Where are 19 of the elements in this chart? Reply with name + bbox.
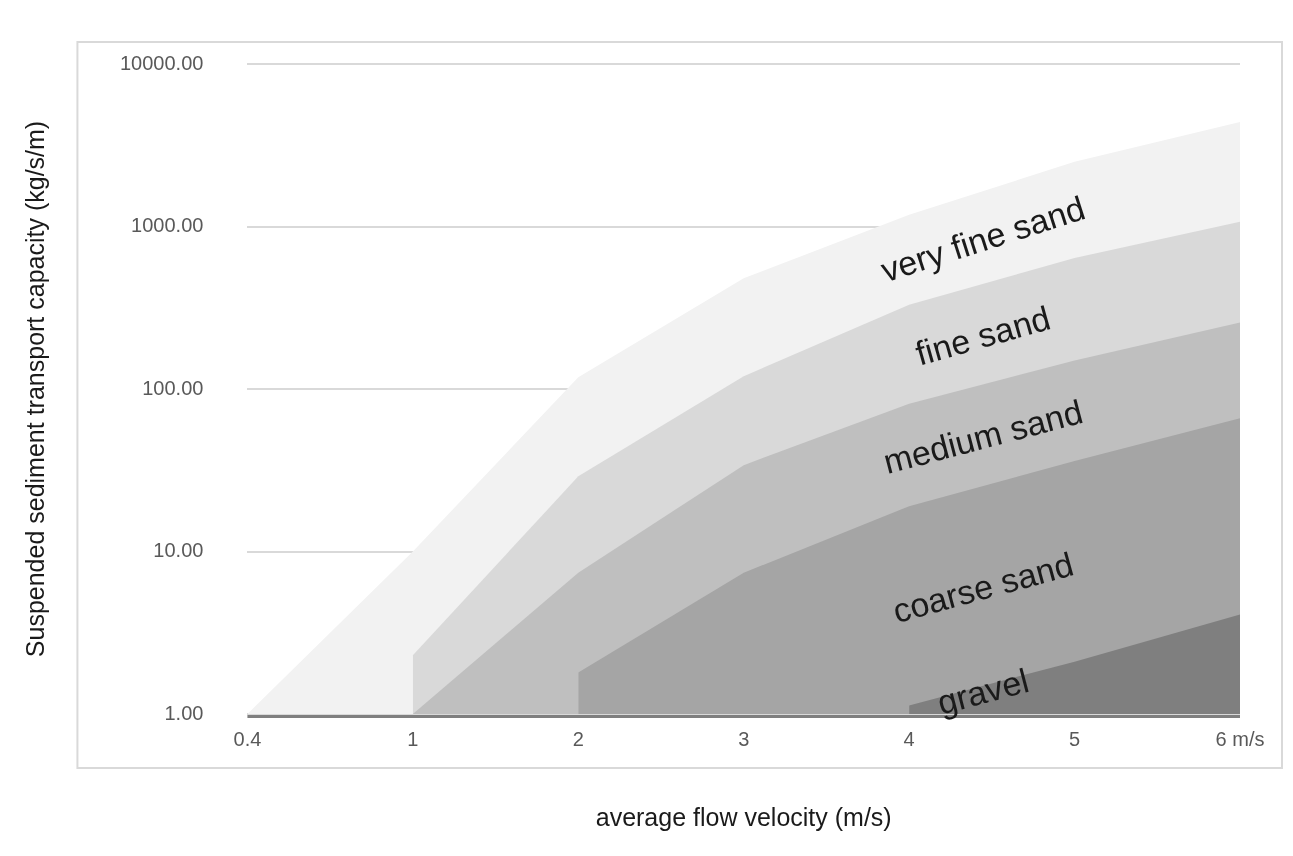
x-tick-label: 0.4 (233, 727, 262, 750)
x-tick-label: 6 m/s (1215, 727, 1265, 750)
y-tick-label: 1000.00 (131, 214, 204, 237)
series-label: very fine sand (876, 188, 1090, 290)
x-axis-title: average flow velocity (m/s) (595, 802, 892, 831)
y-tick-label: 1.00 (164, 701, 204, 724)
series-label: coarse sand (888, 544, 1078, 630)
x-tick-label: 3 (738, 727, 750, 750)
x-tick-label: 4 (903, 727, 915, 750)
series-label: fine sand (911, 298, 1055, 373)
y-tick-label: 10.00 (153, 539, 204, 562)
y-tick-label: 100.00 (142, 376, 204, 399)
x-tick-label: 2 (572, 727, 584, 750)
x-tick-label: 5 (1069, 727, 1081, 750)
y-tick-label: 10000.00 (120, 51, 204, 74)
series-label: medium sand (879, 392, 1087, 481)
y-axis-title: Suspended sediment transport capacity (kg/s/m) (20, 120, 49, 658)
x-tick-label: 1 (407, 727, 419, 750)
series-label: gravel (933, 661, 1033, 722)
